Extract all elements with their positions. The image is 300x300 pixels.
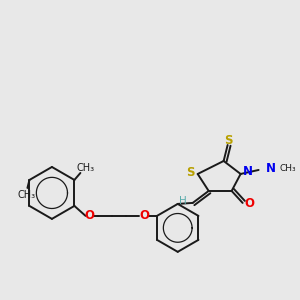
Text: N: N — [266, 163, 276, 176]
Text: O: O — [244, 197, 255, 210]
Text: N: N — [243, 166, 253, 178]
Text: CH₃: CH₃ — [76, 163, 94, 173]
Text: O: O — [139, 209, 149, 222]
Text: CH₃: CH₃ — [17, 190, 35, 200]
Text: S: S — [186, 167, 195, 179]
Text: S: S — [224, 134, 233, 146]
Text: CH₃: CH₃ — [280, 164, 296, 173]
Text: O: O — [85, 209, 94, 222]
Text: H: H — [179, 196, 187, 206]
